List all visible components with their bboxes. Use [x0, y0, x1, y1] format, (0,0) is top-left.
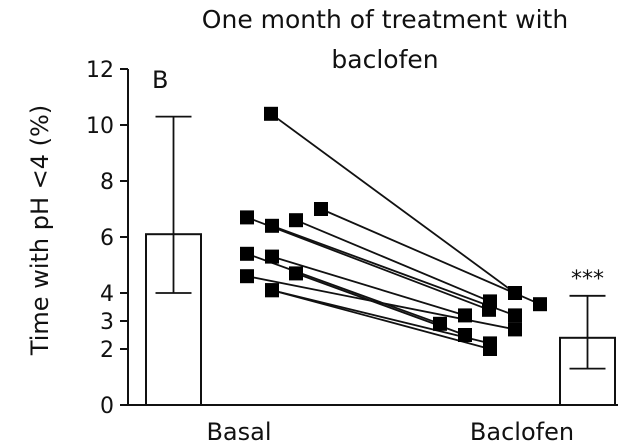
- y-tick-label: 10: [86, 114, 114, 139]
- paired-line: [271, 224, 516, 317]
- paired-line: [270, 113, 516, 294]
- baclofen-point: [533, 297, 547, 312]
- chart-title-line-1: One month of treatment with: [202, 5, 568, 34]
- basal-point: [289, 266, 303, 281]
- y-tick-label: 0: [100, 394, 114, 419]
- y-tick-label: 8: [100, 170, 114, 195]
- basal-point: [289, 213, 303, 228]
- baclofen-point: [483, 336, 497, 351]
- axes: 0 2 3 4 6 8 10 12: [86, 58, 618, 419]
- paired-line: [246, 275, 516, 331]
- basal-point: [265, 249, 279, 264]
- panel-label: B: [152, 66, 168, 94]
- basal-point: [240, 210, 254, 225]
- y-tick-label: 4: [100, 282, 114, 307]
- y-axis-label: Time with pH <4 (%): [26, 105, 54, 356]
- y-tick-label: 3: [100, 310, 114, 335]
- paired-line: [246, 216, 490, 311]
- chart-title: One month of treatment with baclofen: [202, 5, 568, 74]
- basal-point: [240, 269, 254, 284]
- baclofen-point: [483, 294, 497, 309]
- paired-points: [240, 106, 547, 356]
- basal-point: [314, 202, 328, 216]
- y-tick-label: 12: [86, 58, 114, 83]
- category-labels: Basal Baclofen: [206, 418, 574, 446]
- y-tick-label: 2: [100, 338, 114, 363]
- baclofen-point: [458, 328, 472, 342]
- basal-point: [265, 218, 279, 233]
- category-label: Baclofen: [470, 418, 574, 446]
- basal-point: [264, 106, 278, 121]
- chart-title-line-2: baclofen: [331, 45, 438, 74]
- category-label: Basal: [206, 418, 271, 446]
- y-tick-label: 6: [100, 226, 114, 251]
- baclofen-point: [508, 322, 522, 337]
- significance-label: ***: [571, 267, 604, 292]
- paired-line: [295, 219, 491, 303]
- paired-line: [271, 289, 491, 350]
- paired-line: [271, 289, 491, 345]
- bars: ***: [145, 115, 616, 406]
- paired-line: [246, 252, 441, 325]
- basal-point: [265, 283, 279, 298]
- baclofen-point: [458, 308, 472, 323]
- paired-line: [320, 208, 541, 306]
- baclofen-point: [508, 286, 522, 300]
- basal-point: [240, 246, 254, 261]
- paired-lines: [246, 113, 541, 350]
- paired-line: [271, 255, 466, 317]
- baclofen-point: [433, 316, 447, 331]
- baclofen-point: [508, 308, 522, 323]
